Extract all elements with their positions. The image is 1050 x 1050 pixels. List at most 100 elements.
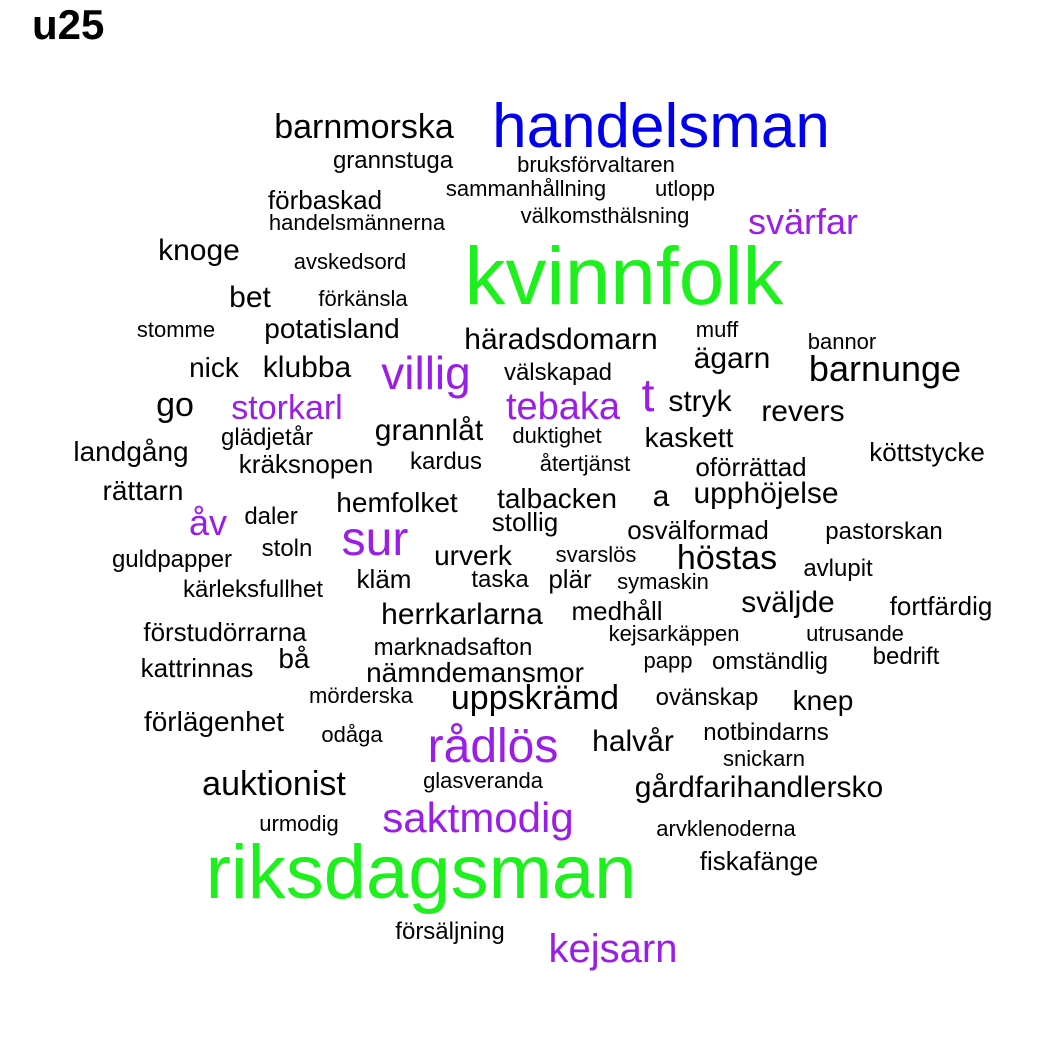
cloud-word: välskapad — [503, 359, 613, 386]
cloud-word: ovänskap — [655, 684, 759, 711]
cloud-word: förlägenhet — [143, 706, 285, 737]
cloud-word: stollig — [491, 507, 559, 537]
cloud-word: landgång — [73, 436, 189, 467]
cloud-word: tebaka — [505, 386, 621, 428]
cloud-word: talbacken — [497, 483, 617, 514]
cloud-word: kejsarn — [548, 927, 678, 971]
cloud-word: knep — [792, 685, 854, 716]
cloud-word: a — [652, 480, 670, 513]
cloud-word: muff — [695, 317, 739, 342]
cloud-word: stomme — [136, 317, 216, 342]
cloud-word: sammanhållning — [445, 176, 607, 201]
cloud-word: försäljning — [395, 918, 505, 945]
cloud-word: grannstuga — [332, 147, 454, 174]
cloud-word: stryk — [668, 385, 732, 418]
cloud-word: symaskin — [617, 569, 709, 594]
cloud-word: gårdfarihandlersko — [634, 771, 884, 804]
cloud-word: urverk — [434, 540, 512, 571]
cloud-word: fiskafänge — [699, 846, 819, 876]
cloud-word: bå — [278, 643, 310, 674]
cloud-word: kläm — [356, 564, 412, 594]
cloud-word: sväljde — [741, 586, 835, 619]
cloud-word: svärfar — [747, 201, 859, 242]
cloud-word: utlopp — [655, 176, 715, 201]
cloud-word: klubba — [262, 351, 352, 384]
cloud-word: bruksförvaltaren — [517, 152, 675, 177]
cloud-word: oförrättad — [695, 452, 807, 482]
cloud-word: omständlig — [711, 648, 829, 675]
cloud-word: rättarn — [102, 475, 184, 506]
cloud-word: storkarl — [231, 389, 343, 427]
cloud-word: daler — [244, 503, 298, 530]
cloud-word: notbindarns — [703, 719, 829, 746]
cloud-word: förstudörrarna — [143, 617, 307, 647]
cloud-word: kaskett — [644, 422, 734, 453]
cloud-word: guldpapper — [111, 546, 233, 573]
cloud-word: knoge — [158, 234, 240, 267]
cloud-word: bet — [229, 281, 271, 314]
cloud-word: taska — [471, 566, 529, 593]
cloud-word: välkomsthälsning — [520, 203, 690, 228]
cloud-word: urmodig — [259, 811, 339, 836]
cloud-word: medhåll — [571, 596, 663, 626]
cloud-word: arvklenoderna — [656, 816, 796, 841]
cloud-word: kärleksfullhet — [182, 576, 324, 603]
cloud-word: sur — [341, 513, 409, 566]
cloud-word: handelsmännerna — [268, 210, 446, 235]
cloud-word: handelsman — [492, 92, 830, 161]
cloud-word: plär — [548, 564, 592, 594]
cloud-word: uppskrämd — [450, 679, 620, 717]
cloud-word: återtjänst — [539, 451, 631, 476]
cloud-word: glasveranda — [423, 768, 543, 793]
cloud-word: t — [641, 369, 655, 421]
cloud-word: pastorskan — [825, 518, 943, 545]
cloud-word: bannor — [807, 329, 877, 354]
cloud-word: glädjetår — [220, 424, 314, 451]
cloud-word: rådlös — [427, 720, 559, 773]
cloud-word: upphöjelse — [693, 477, 839, 510]
page-title: u25 — [32, 1, 105, 48]
cloud-word: kattrinnas — [140, 653, 254, 683]
cloud-word: auktionist — [202, 765, 346, 803]
cloud-word: go — [156, 386, 194, 424]
cloud-word: mörderska — [309, 683, 413, 708]
cloud-word: köttstycke — [869, 437, 985, 467]
cloud-word: revers — [761, 395, 845, 428]
cloud-word: nämndemansmor — [366, 657, 584, 688]
cloud-word: fortfärdig — [889, 591, 993, 621]
cloud-word: odåga — [321, 722, 383, 747]
cloud-word: barnmorska — [274, 108, 454, 146]
cloud-word: marknadsafton — [373, 634, 533, 661]
cloud-word: avskedsord — [293, 249, 407, 274]
cloud-word: hemfolket — [336, 487, 458, 518]
cloud-word: utrusande — [806, 621, 904, 646]
cloud-word: papp — [643, 648, 693, 673]
cloud-word: potatisland — [264, 313, 400, 344]
cloud-word: barnunge — [808, 348, 962, 389]
cloud-word: snickarn — [723, 746, 805, 771]
cloud-word: villig — [381, 347, 471, 399]
cloud-word: häradsdomarn — [464, 323, 658, 356]
cloud-word: stoln — [261, 535, 313, 562]
cloud-word: kräksnopen — [238, 449, 374, 479]
cloud-word: svarslös — [555, 542, 637, 567]
cloud-word: bedrift — [872, 643, 940, 670]
cloud-word: osvälformad — [627, 515, 769, 545]
cloud-word: duktighet — [512, 423, 602, 448]
cloud-word: höstas — [676, 539, 778, 577]
cloud-word: förkänsla — [318, 286, 408, 311]
cloud-word: halvår — [592, 725, 674, 758]
cloud-word: grannlåt — [374, 414, 484, 447]
cloud-word: riksdagsman — [205, 830, 637, 915]
cloud-word: avlupit — [803, 555, 873, 582]
cloud-word: kvinnfolk — [464, 231, 784, 322]
cloud-word: herrkarlarna — [381, 598, 543, 631]
cloud-word: åv — [188, 502, 228, 543]
cloud-word: kejsarkäppen — [608, 621, 740, 646]
cloud-word: ägarn — [693, 342, 771, 375]
cloud-word: kardus — [409, 448, 483, 475]
cloud-word: saktmodig — [382, 794, 574, 841]
cloud-word: förbaskad — [267, 185, 383, 215]
cloud-word: nick — [189, 352, 239, 383]
